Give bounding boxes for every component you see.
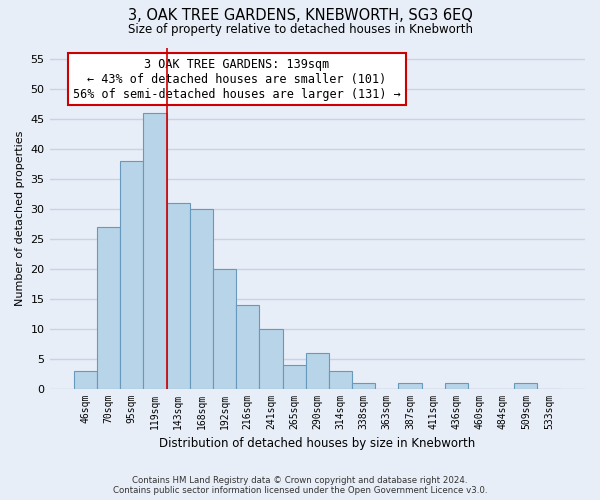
Bar [213, 269, 236, 388]
Bar [236, 305, 259, 388]
Bar [514, 382, 538, 388]
Text: Contains HM Land Registry data © Crown copyright and database right 2024.
Contai: Contains HM Land Registry data © Crown c… [113, 476, 487, 495]
Y-axis label: Number of detached properties: Number of detached properties [15, 130, 25, 306]
Bar [283, 364, 305, 388]
Bar [305, 352, 329, 388]
Bar [190, 209, 213, 388]
Bar [259, 328, 283, 388]
Bar [398, 382, 422, 388]
Bar [120, 161, 143, 388]
Bar [97, 227, 120, 388]
X-axis label: Distribution of detached houses by size in Knebworth: Distribution of detached houses by size … [159, 437, 475, 450]
Bar [74, 370, 97, 388]
Bar [352, 382, 375, 388]
Text: 3, OAK TREE GARDENS, KNEBWORTH, SG3 6EQ: 3, OAK TREE GARDENS, KNEBWORTH, SG3 6EQ [128, 8, 472, 22]
Text: 3 OAK TREE GARDENS: 139sqm
← 43% of detached houses are smaller (101)
56% of sem: 3 OAK TREE GARDENS: 139sqm ← 43% of deta… [73, 58, 401, 100]
Text: Size of property relative to detached houses in Knebworth: Size of property relative to detached ho… [128, 22, 473, 36]
Bar [167, 203, 190, 388]
Bar [445, 382, 468, 388]
Bar [329, 370, 352, 388]
Bar [143, 114, 167, 388]
